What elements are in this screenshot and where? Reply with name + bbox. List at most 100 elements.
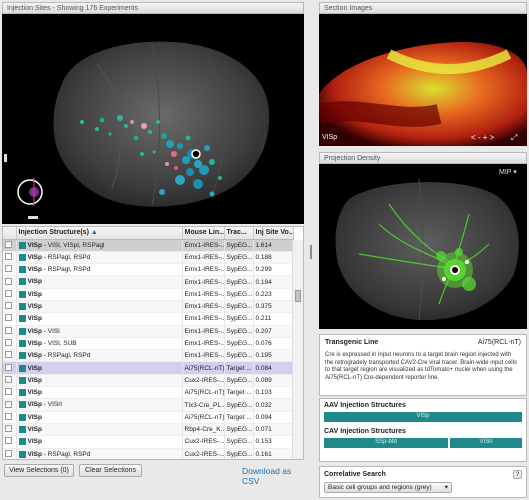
help-icon[interactable]: ? bbox=[513, 470, 522, 479]
row-checkbox-cell[interactable] bbox=[3, 300, 17, 314]
row-checkbox[interactable] bbox=[5, 375, 12, 383]
table-row[interactable]: VISp - VISl, VISpl, RSPagl Emx1-IRES-... S… bbox=[3, 239, 294, 252]
row-checkbox-cell[interactable] bbox=[3, 288, 17, 301]
table-row[interactable]: VISp - RSPagl, RSPd Emx1-IRES-... SypEG...… bbox=[3, 251, 294, 265]
vertical-slider[interactable] bbox=[4, 154, 7, 162]
table-row[interactable]: VISp - VISrl Tlx3-Cre_PL... SypEG... 0.032 bbox=[3, 398, 294, 412]
row-checkbox[interactable] bbox=[5, 252, 12, 260]
cav-structure-bar-visrl[interactable]: VISrl bbox=[450, 438, 522, 448]
row-checkbox-cell[interactable] bbox=[3, 386, 17, 400]
primary-structure: VISp bbox=[27, 340, 42, 348]
table-row[interactable]: VISp - RSPagl, RSPd Emx1-IRES-... SypEG...… bbox=[3, 263, 294, 277]
clear-selections-button[interactable]: Clear Selections bbox=[79, 464, 142, 477]
row-checkbox-cell[interactable] bbox=[3, 361, 17, 375]
row-checkbox-cell[interactable] bbox=[3, 349, 17, 363]
row-checkbox[interactable] bbox=[5, 449, 12, 457]
aav-structure-bar[interactable]: VISp bbox=[324, 412, 522, 422]
panel-splitter-handle[interactable] bbox=[310, 245, 312, 259]
row-checkbox[interactable] bbox=[5, 302, 12, 310]
table-row[interactable]: VISp Rbp4-Cre_K... SypEG... 0.071 bbox=[3, 423, 294, 437]
correlative-search-select[interactable]: Basic cell groups and regions (grey) ▾ bbox=[324, 482, 452, 493]
section-nav-controls[interactable]: < - + > bbox=[471, 133, 495, 142]
structure-color-swatch bbox=[18, 241, 26, 249]
table-row[interactable]: VISp Emx1-IRES-... SypEG... 0.211 bbox=[3, 312, 294, 326]
horizontal-slider[interactable] bbox=[28, 216, 38, 219]
table-row[interactable]: VISp Emx1-IRES-... SypEG... 0.375 bbox=[3, 300, 294, 314]
primary-structure: VISp bbox=[27, 377, 42, 385]
correlative-search-title: Correlative Search bbox=[324, 471, 386, 478]
cav-structure-bar-ssp-bfd[interactable]: SSp-bfd bbox=[324, 438, 448, 448]
row-checkbox[interactable] bbox=[5, 388, 12, 396]
table-scrollbar-thumb[interactable] bbox=[295, 290, 301, 302]
fullscreen-icon[interactable]: ⤢ bbox=[511, 133, 518, 142]
view-selections-button[interactable]: View Selections (0) bbox=[4, 464, 74, 477]
row-checkbox[interactable] bbox=[5, 339, 12, 347]
row-checkbox-cell[interactable] bbox=[3, 325, 17, 338]
projection-density-viewer[interactable]: MIP ▾ bbox=[319, 164, 527, 329]
table-scrollbar[interactable] bbox=[292, 240, 303, 459]
row-checkbox-cell[interactable] bbox=[3, 239, 17, 252]
cell-mouse-line: Emx1-IRES-... bbox=[182, 349, 225, 363]
cell-mouse-line: Emx1-IRES-... bbox=[182, 263, 225, 277]
select-column-header[interactable] bbox=[3, 227, 17, 240]
table-row[interactable]: VISp - VISl, SUB Emx1-IRES-... SypEG... 0.0… bbox=[3, 337, 294, 351]
download-csv-link[interactable]: Download as CSV bbox=[242, 466, 292, 486]
column-header-inj-site-volume[interactable]: Inj Site Vo... bbox=[253, 227, 294, 240]
brain-render[interactable] bbox=[2, 14, 304, 224]
cell-injection-structures: VISp - VISl, VISpl, RSPagl bbox=[16, 239, 183, 252]
row-checkbox-cell[interactable] bbox=[3, 374, 17, 388]
injection-sites[interactable] bbox=[80, 115, 222, 197]
row-checkbox[interactable] bbox=[5, 265, 12, 273]
table-row[interactable]: VISp Ai75(RCL-nT) Target ... 0.103 bbox=[3, 386, 294, 400]
table-row[interactable]: VISp Emx1-IRES-... SypEG... 0.194 bbox=[3, 275, 294, 289]
row-checkbox-cell[interactable] bbox=[3, 411, 17, 424]
primary-structure: VISp bbox=[27, 438, 42, 446]
table-row[interactable]: VISp - VISl Emx1-IRES-... SypEG... 0.207 bbox=[3, 325, 294, 338]
cell-tracer: SypEG... bbox=[224, 337, 254, 351]
row-checkbox[interactable] bbox=[5, 425, 12, 433]
primary-structure: VISp bbox=[27, 352, 42, 360]
row-checkbox[interactable] bbox=[5, 363, 12, 371]
row-checkbox[interactable] bbox=[5, 400, 12, 408]
row-checkbox[interactable] bbox=[5, 240, 12, 248]
row-checkbox-cell[interactable] bbox=[3, 251, 17, 265]
mip-dropdown[interactable]: MIP ▾ bbox=[499, 169, 517, 176]
cell-inj-site-volume: 0.299 bbox=[253, 263, 294, 277]
orientation-icon[interactable] bbox=[17, 178, 43, 206]
row-checkbox[interactable] bbox=[5, 277, 12, 285]
row-checkbox-cell[interactable] bbox=[3, 312, 17, 326]
structure-color-swatch bbox=[18, 364, 26, 372]
row-checkbox[interactable] bbox=[5, 326, 12, 334]
table-row[interactable]: VISp Ai75(RCL-nT) Target ... 0.084 bbox=[3, 361, 294, 375]
table-row[interactable]: VISp Cux2-IRES-... SypEG... 0.089 bbox=[3, 374, 294, 388]
section-image-viewer[interactable]: VISp < - + > ⤢ bbox=[319, 14, 527, 146]
row-checkbox[interactable] bbox=[5, 314, 12, 322]
table-row[interactable]: VISp - RSPagl, RSPd Cux2-IRES-... SypEG...… bbox=[3, 448, 294, 459]
transgenic-line-label: Transgenic Line bbox=[325, 339, 379, 346]
row-checkbox-cell[interactable] bbox=[3, 398, 17, 412]
table-row[interactable]: VISp Emx1-IRES-... SypEG... 0.223 bbox=[3, 288, 294, 301]
row-checkbox-cell[interactable] bbox=[3, 435, 17, 449]
row-checkbox[interactable] bbox=[5, 437, 12, 445]
table-row[interactable]: VISp Cux2-IRES-... SypEG... 0.153 bbox=[3, 435, 294, 449]
column-header-injection-structures[interactable]: Injection Structure(s) ▲ bbox=[16, 227, 183, 240]
cell-mouse-line: Emx1-IRES-... bbox=[182, 337, 225, 351]
cell-inj-site-volume: 0.084 bbox=[253, 361, 294, 375]
cell-inj-site-volume: 0.194 bbox=[253, 275, 294, 289]
row-checkbox-cell[interactable] bbox=[3, 448, 17, 459]
table-row[interactable]: VISp - RSPagl, RSPd Emx1-IRES-... SypEG...… bbox=[3, 349, 294, 363]
section-images-header: Section Images bbox=[319, 2, 527, 14]
row-checkbox[interactable] bbox=[5, 351, 12, 359]
row-checkbox-cell[interactable] bbox=[3, 275, 17, 289]
row-checkbox-cell[interactable] bbox=[3, 263, 17, 277]
row-checkbox[interactable] bbox=[5, 412, 12, 420]
column-header-tracer[interactable]: Trac... bbox=[224, 227, 254, 240]
column-header-mouse-line[interactable]: Mouse Lin... bbox=[182, 227, 225, 240]
row-checkbox[interactable] bbox=[5, 289, 12, 297]
brain-3d-viewer[interactable] bbox=[2, 14, 304, 224]
cell-mouse-line: Ai75(RCL-nT) bbox=[182, 411, 225, 424]
row-checkbox-cell[interactable] bbox=[3, 337, 17, 351]
row-checkbox-cell[interactable] bbox=[3, 423, 17, 437]
table-row[interactable]: VISp Ai75(RCL-nT) Target ... 0.094 bbox=[3, 411, 294, 424]
selected-site-marker[interactable] bbox=[191, 149, 201, 159]
